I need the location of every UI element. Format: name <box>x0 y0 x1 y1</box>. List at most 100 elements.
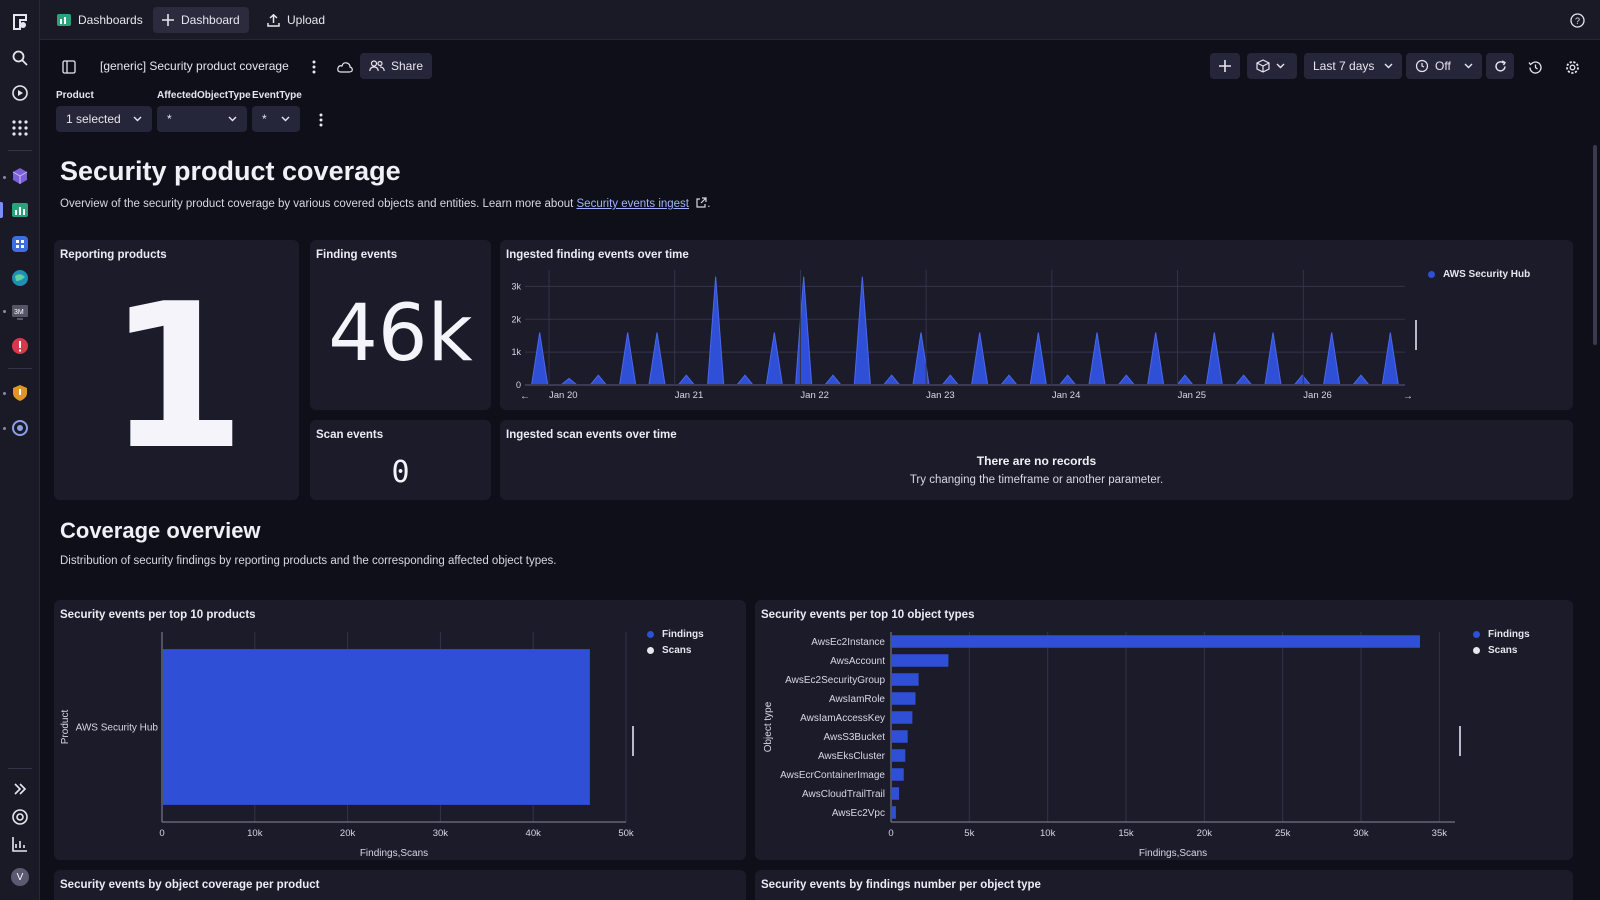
legend-swatch <box>1428 270 1435 278</box>
tile-scan-events[interactable]: Scan events 0 <box>310 420 491 500</box>
scrollbar[interactable] <box>1593 145 1597 345</box>
area-peak <box>589 374 608 386</box>
logo-icon[interactable] <box>8 10 32 34</box>
security-app-icon[interactable] <box>8 416 32 440</box>
area-peak <box>531 332 549 386</box>
product-select[interactable]: 1 selected <box>56 106 152 132</box>
history-icon[interactable] <box>1525 57 1545 77</box>
legend-item[interactable]: AWS Security Hub <box>1428 266 1530 282</box>
dashboards-app-icon[interactable] <box>8 198 32 222</box>
empty-state-title: There are no records <box>976 454 1097 468</box>
tile-scan-events-over-time[interactable]: Ingested scan events over time There are… <box>500 420 1573 500</box>
chart-legend: Findings Scans <box>647 626 704 658</box>
area-peak <box>971 332 989 386</box>
legend-item-scans[interactable]: Scans <box>647 642 704 658</box>
scroll-right-icon: → <box>1403 391 1413 402</box>
area-peak <box>1351 374 1371 386</box>
tile-findings-per-object-type[interactable]: Security events by findings number per o… <box>755 870 1573 900</box>
shield-app-icon[interactable] <box>8 381 32 405</box>
section-description-coverage: Distribution of security findings by rep… <box>60 555 557 567</box>
area-peak <box>999 374 1019 386</box>
rail-divider <box>8 768 32 769</box>
variables-more-icon[interactable] <box>314 111 328 129</box>
y-tick-label: 3k <box>511 281 521 291</box>
area-peak <box>1175 374 1195 386</box>
legend-item-scans[interactable]: Scans <box>1473 642 1530 658</box>
help-circle-icon[interactable]: ? <box>1568 11 1586 29</box>
add-tile-button[interactable] <box>1210 53 1240 79</box>
legend-label: Findings <box>1488 628 1530 640</box>
tile-events-per-products[interactable]: Security events per top 10 products 0 10k… <box>54 600 746 860</box>
active-indicator <box>0 202 3 218</box>
external-link-icon[interactable] <box>695 197 707 209</box>
share-button[interactable]: Share <box>360 53 433 79</box>
timeframe-selector[interactable]: Last 7 days <box>1304 53 1402 79</box>
bar <box>892 787 900 800</box>
products-bar-chart[interactable]: 0 10k 20k 30k 40k 50k AWS Security Hub Findings… <box>54 600 644 860</box>
svg-text:?: ? <box>1575 16 1580 26</box>
alert-app-icon[interactable] <box>8 334 32 358</box>
security-events-ingest-link[interactable]: Security events ingest <box>576 198 690 210</box>
tile-title: Security events per top 10 products <box>60 609 256 621</box>
app-icon[interactable] <box>8 232 32 256</box>
tab-dashboard[interactable]: Dashboard <box>153 7 249 33</box>
help-icon[interactable] <box>8 805 32 829</box>
tile-title: Ingested finding events over time <box>506 249 689 261</box>
tab-dashboards[interactable]: Dashboards <box>48 7 152 33</box>
legend-swatch <box>647 630 654 638</box>
more-vertical-icon[interactable] <box>306 58 322 76</box>
single-value: 1 <box>106 261 247 494</box>
tile-reporting-products[interactable]: Reporting products 1 <box>54 240 299 500</box>
plus-icon <box>162 14 174 26</box>
tile-finding-events[interactable]: Finding events 46k <box>310 240 491 410</box>
cube-app-icon[interactable] <box>8 164 32 188</box>
run-icon[interactable] <box>8 81 32 105</box>
area-chart[interactable]: 0 1k 2k 3k Jan 20 Jan 21 Jan 22 Jan 23 Jan 24 Jan… <box>500 240 1420 410</box>
apps-icon[interactable] <box>8 116 32 140</box>
avatar[interactable]: V <box>8 865 32 889</box>
reports-icon[interactable] <box>8 832 32 856</box>
affected-object-type-select[interactable]: * <box>157 106 247 132</box>
legend-swatch <box>1473 646 1480 654</box>
tile-finding-events-over-time[interactable]: Ingested finding events over time 0 1k 2k 3… <box>500 240 1573 410</box>
x-tick-label: 20k <box>340 828 356 839</box>
refresh-button[interactable] <box>1486 53 1514 79</box>
globe-app-icon[interactable] <box>8 266 32 290</box>
area-peak <box>1205 332 1223 386</box>
sidebar-toggle-icon[interactable] <box>60 58 78 76</box>
y-axis-label: Object type <box>763 701 774 752</box>
tile-title: Security events by object coverage per p… <box>60 879 320 891</box>
resize-handle[interactable] <box>1459 726 1461 756</box>
y-tick-label: 0 <box>516 380 521 390</box>
x-tick-label: Jan 23 <box>926 390 955 401</box>
tile-coverage-per-product[interactable]: Security events by object coverage per p… <box>54 870 746 900</box>
y-tick-label: 1k <box>511 347 521 357</box>
legend-item-findings[interactable]: Findings <box>1473 626 1530 642</box>
category-label: AwsCloudTrailTrail <box>802 789 885 800</box>
tab-upload[interactable]: Upload <box>258 7 334 33</box>
x-tick-label: 10k <box>247 828 263 839</box>
x-tick-label: 40k <box>526 828 542 839</box>
legend-label: Findings <box>662 628 704 640</box>
object-types-bar-chart[interactable]: 0 5k 10k 15k 20k 25k 30k 35k AwsEc2Instance AwsAc… <box>755 600 1465 860</box>
auto-refresh-selector[interactable]: Off <box>1406 53 1482 79</box>
legend-item-findings[interactable]: Findings <box>647 626 704 642</box>
resize-handle[interactable] <box>632 726 634 756</box>
x-tick-label: 0 <box>888 828 893 839</box>
bar <box>892 730 908 743</box>
cloud-icon[interactable] <box>336 58 354 76</box>
gear-icon[interactable] <box>1562 57 1582 77</box>
area-peak <box>1088 332 1106 386</box>
expand-icon[interactable] <box>8 777 32 801</box>
refresh-clock-icon <box>1415 59 1429 73</box>
area-peak <box>677 374 696 386</box>
variable-label-affected-object-type: AffectedObjectType <box>157 90 251 101</box>
dashboard-title[interactable]: [generic] Security product coverage <box>100 59 289 73</box>
monitor-app-icon[interactable]: 3M <box>8 300 32 324</box>
search-icon[interactable] <box>8 46 32 70</box>
event-type-select[interactable]: * <box>252 106 300 132</box>
resize-handle <box>1415 320 1417 350</box>
x-tick-label: 30k <box>1353 828 1369 839</box>
segment-selector[interactable] <box>1247 53 1297 79</box>
tile-events-per-object-types[interactable]: Security events per top 10 object types … <box>755 600 1573 860</box>
